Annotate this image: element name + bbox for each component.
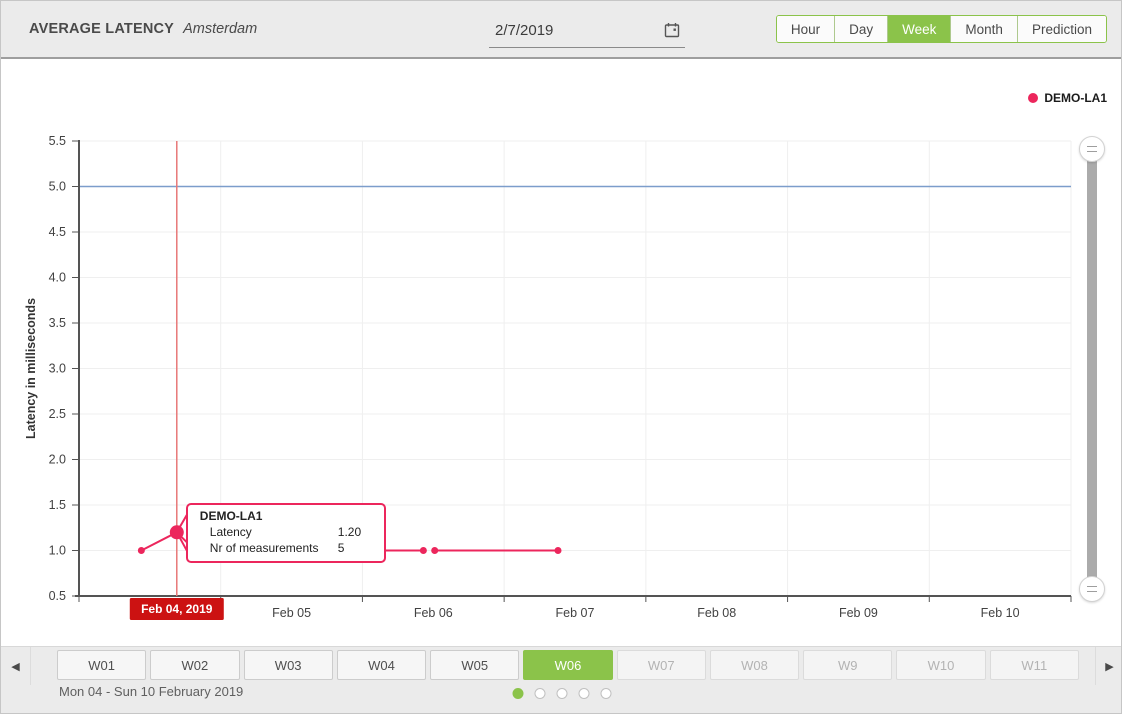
tooltip-row: Latency 1.20 bbox=[197, 524, 376, 540]
range-button-group: Hour Day Week Month Prediction bbox=[775, 15, 1107, 43]
tooltip-title: DEMO-LA1 bbox=[199, 509, 263, 524]
page-dot-3[interactable] bbox=[556, 688, 568, 699]
data-point[interactable] bbox=[419, 547, 427, 554]
crosshair-date-label-text: Feb 04, 2019 bbox=[141, 602, 213, 616]
calendar-icon[interactable] bbox=[664, 22, 680, 38]
tooltip-row-value: 5 bbox=[337, 541, 345, 556]
week-button-w11: W11 bbox=[989, 650, 1079, 680]
x-tick-label: Feb 08 bbox=[697, 606, 736, 620]
grip-icon bbox=[1087, 586, 1097, 592]
data-point[interactable] bbox=[137, 547, 145, 554]
week-button-w08: W08 bbox=[709, 650, 800, 680]
scrollbar-handle-top[interactable] bbox=[1079, 136, 1105, 162]
tooltip-row: Nr of measurements 5 bbox=[197, 540, 376, 556]
x-tick-label: Feb 09 bbox=[839, 606, 878, 620]
y-tick-label: 0.5 bbox=[49, 589, 66, 603]
hovered-data-point[interactable] bbox=[169, 525, 184, 540]
data-point[interactable] bbox=[554, 547, 562, 554]
legend-label: DEMO-LA1 bbox=[1044, 91, 1107, 105]
week-button-w01[interactable]: W01 bbox=[57, 650, 147, 680]
page-dot-2[interactable] bbox=[534, 688, 546, 699]
week-button-w9: W9 bbox=[803, 650, 893, 680]
week-button-w05[interactable]: W05 bbox=[430, 650, 520, 680]
week-button-w03[interactable]: W03 bbox=[243, 650, 333, 680]
week-button-w10: W10 bbox=[896, 650, 986, 680]
range-button-month[interactable]: Month bbox=[950, 16, 1017, 42]
x-tick-label: Feb 05 bbox=[272, 606, 311, 620]
grip-icon bbox=[1087, 146, 1097, 152]
week-button-w02[interactable]: W02 bbox=[150, 650, 240, 680]
data-point[interactable] bbox=[431, 547, 439, 554]
week-button-w07: W07 bbox=[616, 650, 706, 680]
range-button-prediction[interactable]: Prediction bbox=[1016, 16, 1106, 42]
prev-weeks-arrow[interactable]: ◀ bbox=[1, 647, 31, 685]
y-tick-label: 3.5 bbox=[49, 316, 66, 330]
week-range-label: Mon 04 - Sun 10 February 2019 bbox=[59, 684, 244, 699]
header: AVERAGE LATENCY Amsterdam HourDayWeekMon… bbox=[1, 1, 1121, 59]
y-tick-label: 2.5 bbox=[49, 407, 66, 421]
scrollbar-track[interactable] bbox=[1087, 149, 1097, 589]
legend-item[interactable]: DEMO-LA1 bbox=[1028, 91, 1107, 105]
x-tick-label: Feb 07 bbox=[556, 606, 595, 620]
date-input[interactable] bbox=[495, 18, 645, 42]
tooltip-row-value: 1.20 bbox=[337, 525, 362, 540]
widget-title: AVERAGE LATENCY bbox=[29, 21, 175, 37]
y-tick-label: 2.0 bbox=[49, 453, 66, 467]
week-button-w04[interactable]: W04 bbox=[336, 650, 427, 680]
y-tick-label: 4.5 bbox=[49, 225, 66, 239]
page-dot-4[interactable] bbox=[578, 688, 590, 699]
y-tick-label: 4.0 bbox=[49, 271, 66, 285]
y-tick-label: 1.5 bbox=[49, 498, 66, 512]
pagination-dots bbox=[512, 688, 612, 699]
range-button-day[interactable]: Day bbox=[834, 16, 888, 42]
y-tick-label: 3.0 bbox=[49, 362, 66, 376]
x-tick-label: Feb 06 bbox=[414, 606, 453, 620]
scrollbar-handle-bottom[interactable] bbox=[1079, 576, 1105, 602]
range-button-week[interactable]: Week bbox=[887, 16, 951, 42]
y-axis-title: Latency in milliseconds bbox=[24, 298, 38, 439]
page-dot-5[interactable] bbox=[600, 688, 612, 699]
value-axis-scrollbar[interactable] bbox=[1078, 136, 1106, 602]
y-tick-label: 5.0 bbox=[49, 180, 66, 194]
range-button-hour[interactable]: Hour bbox=[776, 16, 835, 42]
week-button-w06[interactable]: W06 bbox=[523, 650, 613, 680]
x-tick-label: Feb 10 bbox=[981, 606, 1020, 620]
tooltip-row-label: Latency bbox=[209, 525, 252, 540]
tooltip: DEMO-LA1 Latency 1.20 Nr of measurements 5 bbox=[185, 503, 386, 564]
legend-marker-icon bbox=[1028, 93, 1039, 103]
next-weeks-arrow[interactable]: ▶ bbox=[1095, 647, 1121, 685]
widget-subtitle: Amsterdam bbox=[183, 21, 258, 37]
page-dot-1[interactable] bbox=[512, 688, 524, 699]
y-tick-label: 5.5 bbox=[49, 134, 66, 148]
date-field[interactable] bbox=[489, 16, 685, 48]
page-title: AVERAGE LATENCY Amsterdam bbox=[29, 1, 257, 57]
week-navigator: ◀ W01 W02 W03 W04 W05 W06 W07 W08 W9 W10 W11 ▶ Mon… bbox=[1, 646, 1121, 713]
y-tick-label: 1.0 bbox=[49, 544, 66, 558]
crosshair-date-label bbox=[129, 598, 224, 620]
tooltip-rows: Latency 1.20 Nr of measurements 5 bbox=[197, 524, 376, 556]
tooltip-row-label: Nr of measurements bbox=[209, 541, 319, 556]
week-buttons-row: W01 W02 W03 W04 W05 W06 W07 W08 W9 W10 W11 bbox=[57, 650, 1079, 680]
